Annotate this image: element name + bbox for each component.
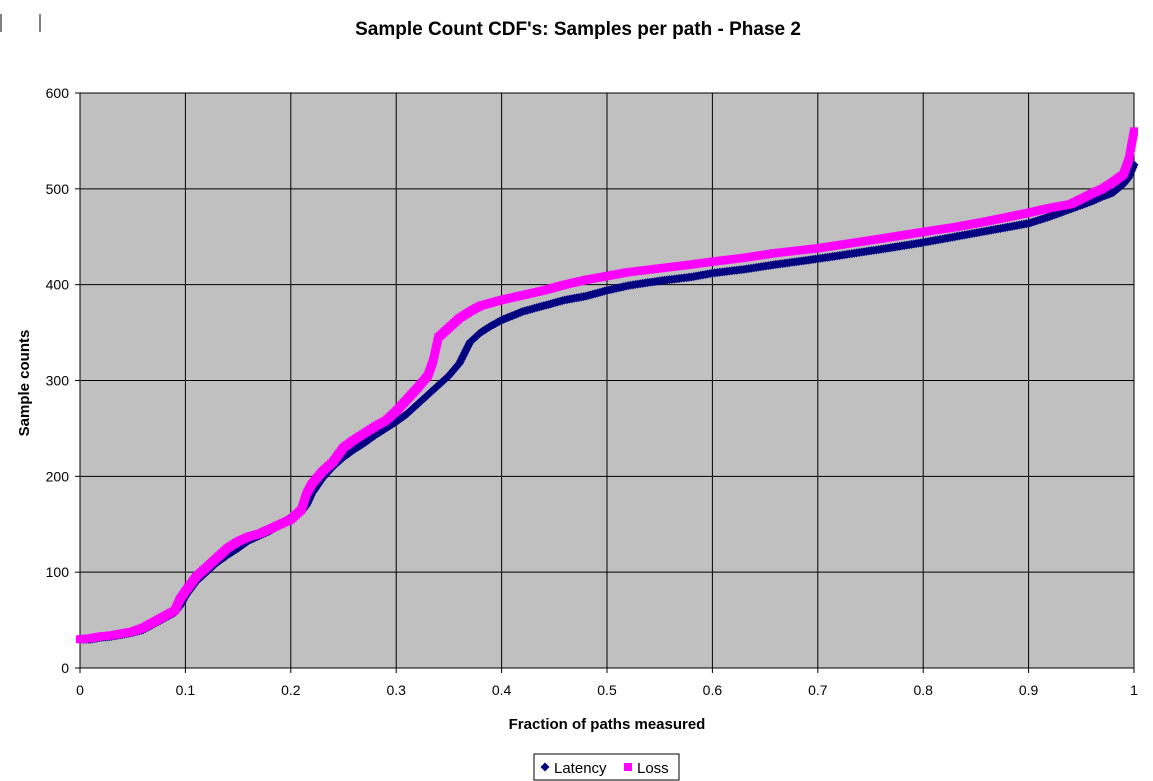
y-tick-label: 300 [46, 373, 70, 389]
y-tick-label: 0 [61, 660, 69, 676]
legend-marker-loss [624, 763, 632, 771]
x-tick-label: 0.6 [703, 682, 723, 698]
legend: Latency Loss [533, 753, 680, 781]
legend-entry-latency: Latency [554, 760, 607, 777]
x-tick-label: 0.8 [913, 682, 933, 698]
x-axis-label: Fraction of paths measured [509, 716, 706, 733]
axes [75, 92, 1135, 673]
x-tick-label: 0.1 [176, 682, 196, 698]
legend-marker-latency [540, 762, 550, 772]
tick-labels: 0 0.1 0.2 0.3 0.4 0.5 0.6 0.7 0.8 0.9 1 0 100 200 300 4… [46, 85, 1138, 698]
legend-box [533, 753, 680, 781]
y-tick-label: 100 [46, 564, 70, 580]
x-tick-label: 0.9 [1019, 682, 1039, 698]
chart-title: Sample Count CDF's: Samples per path - P… [355, 19, 801, 40]
x-tick-label: 1 [1130, 682, 1138, 698]
x-tick-label: 0.4 [492, 682, 512, 698]
data-point [1130, 127, 1138, 136]
x-tick-label: 0.3 [386, 682, 406, 698]
y-tick-label: 200 [46, 468, 70, 484]
x-tick-label: 0.5 [597, 682, 617, 698]
data-series [75, 127, 1139, 644]
y-tick-label: 600 [46, 85, 70, 101]
x-tick-label: 0 [76, 682, 84, 698]
legend-entry-loss: Loss [637, 760, 669, 777]
series-loss [76, 127, 1138, 644]
gridlines [80, 92, 1135, 668]
y-axis-label: Sample counts [16, 330, 33, 437]
y-tick-label: 400 [46, 277, 70, 293]
x-tick-label: 0.2 [281, 682, 301, 698]
y-tick-label: 500 [46, 181, 70, 197]
x-tick-label: 0.7 [808, 682, 828, 698]
